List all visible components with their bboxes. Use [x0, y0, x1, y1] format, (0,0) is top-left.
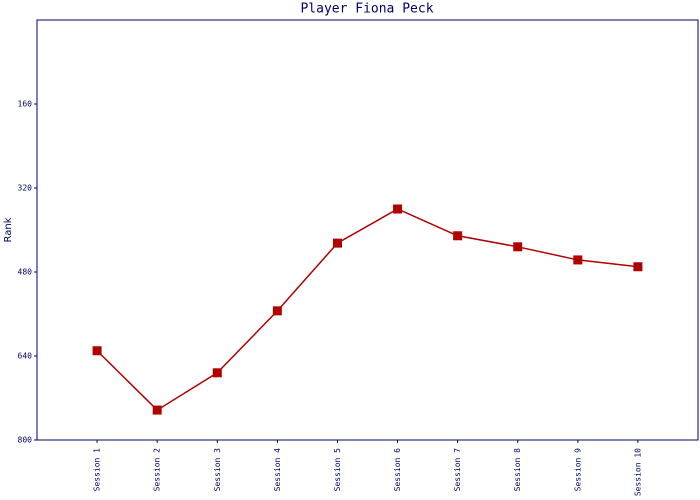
x-tick-label: Session 7	[453, 448, 462, 492]
y-tick-label: 480	[18, 268, 33, 277]
point-marker	[212, 368, 222, 378]
x-tick-label: Session 5	[333, 448, 342, 492]
point-marker	[453, 231, 463, 241]
x-tick-label: Session 1	[93, 448, 102, 492]
x-tick-label: Session 3	[213, 448, 222, 492]
point-marker	[513, 242, 523, 252]
chart-title: Player Fiona Peck	[300, 2, 433, 17]
y-tick-label: 160	[18, 100, 33, 109]
plot-frame	[36, 19, 699, 441]
x-tick-label: Session 6	[393, 448, 402, 492]
point-marker	[573, 255, 583, 265]
x-tick-label: Session 4	[273, 448, 282, 492]
point-marker	[393, 204, 403, 214]
point-marker	[332, 238, 342, 248]
y-tick-label: 800	[18, 436, 33, 445]
x-tick-label: Session 8	[513, 448, 522, 492]
y-axis-label: Rank	[3, 217, 14, 242]
point-marker	[272, 306, 282, 316]
point-marker	[633, 262, 643, 272]
point-marker	[92, 346, 102, 356]
x-tick-label: Session 10	[633, 448, 642, 496]
y-tick-label: 640	[18, 352, 33, 361]
point-marker	[152, 405, 162, 415]
series-line	[96, 208, 638, 412]
x-tick-label: Session 9	[573, 448, 582, 492]
y-tick-label: 320	[18, 184, 33, 193]
x-tick-label: Session 2	[153, 448, 162, 492]
